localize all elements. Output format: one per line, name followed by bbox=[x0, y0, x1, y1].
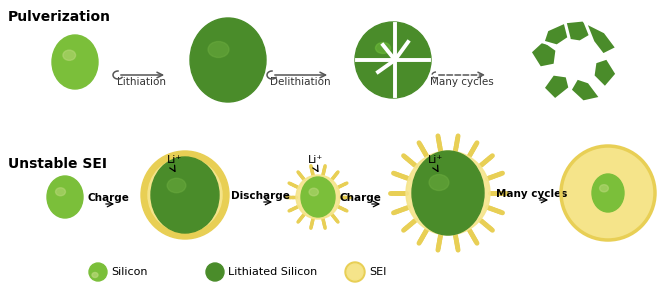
Circle shape bbox=[206, 263, 224, 281]
Text: Delithiation: Delithiation bbox=[270, 77, 330, 87]
Circle shape bbox=[141, 151, 229, 239]
Text: SEI: SEI bbox=[369, 267, 386, 277]
Circle shape bbox=[562, 147, 654, 239]
Polygon shape bbox=[585, 22, 617, 55]
Text: Discharge: Discharge bbox=[231, 191, 290, 201]
Polygon shape bbox=[543, 22, 569, 46]
Ellipse shape bbox=[151, 157, 219, 233]
Ellipse shape bbox=[592, 174, 624, 212]
Circle shape bbox=[355, 22, 431, 98]
Ellipse shape bbox=[208, 42, 229, 57]
Ellipse shape bbox=[599, 185, 609, 192]
Ellipse shape bbox=[190, 18, 266, 102]
Text: Silicon: Silicon bbox=[111, 267, 147, 277]
Polygon shape bbox=[593, 58, 617, 88]
Circle shape bbox=[148, 158, 222, 232]
Circle shape bbox=[345, 262, 365, 282]
Ellipse shape bbox=[167, 178, 186, 193]
Ellipse shape bbox=[376, 42, 391, 53]
Ellipse shape bbox=[429, 174, 449, 191]
Circle shape bbox=[296, 175, 340, 219]
Ellipse shape bbox=[412, 151, 484, 235]
Text: Charge: Charge bbox=[87, 193, 129, 203]
Ellipse shape bbox=[92, 272, 98, 278]
Text: Lithiation: Lithiation bbox=[117, 77, 166, 87]
Ellipse shape bbox=[47, 176, 83, 218]
Ellipse shape bbox=[52, 35, 98, 89]
Polygon shape bbox=[570, 78, 601, 102]
Polygon shape bbox=[563, 20, 597, 42]
Text: Pulverization: Pulverization bbox=[8, 10, 111, 24]
Text: Unstable SEI: Unstable SEI bbox=[8, 157, 107, 171]
Circle shape bbox=[406, 151, 490, 235]
Text: Lithiated Silicon: Lithiated Silicon bbox=[228, 267, 317, 277]
Polygon shape bbox=[530, 40, 557, 68]
Circle shape bbox=[347, 264, 363, 280]
Ellipse shape bbox=[309, 188, 318, 196]
Ellipse shape bbox=[55, 188, 65, 196]
Text: Charge: Charge bbox=[340, 193, 382, 203]
Text: Many cycles: Many cycles bbox=[496, 189, 568, 199]
Text: Many cycles: Many cycles bbox=[430, 77, 494, 87]
Text: Li⁺: Li⁺ bbox=[428, 155, 444, 165]
Ellipse shape bbox=[63, 50, 76, 60]
Text: Li⁺: Li⁺ bbox=[167, 155, 182, 165]
Ellipse shape bbox=[301, 177, 335, 217]
Polygon shape bbox=[543, 74, 570, 100]
Circle shape bbox=[89, 263, 107, 281]
Text: Li⁺: Li⁺ bbox=[308, 155, 323, 165]
